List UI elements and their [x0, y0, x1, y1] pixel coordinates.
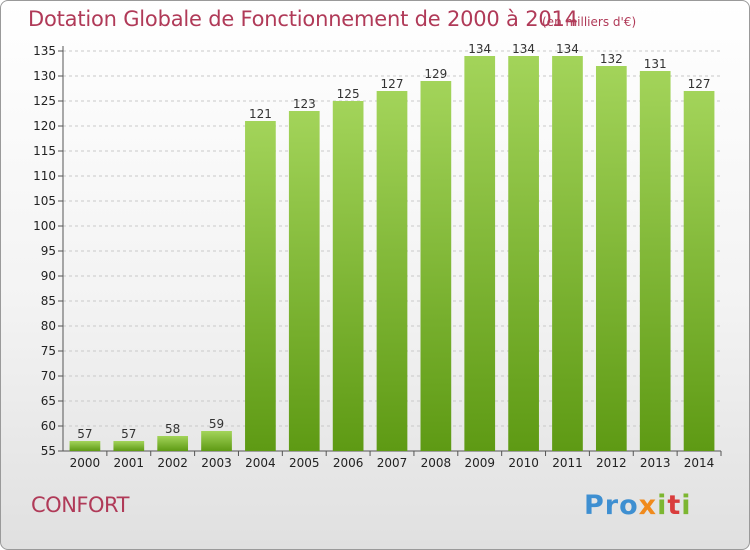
x-tick-label: 2012	[596, 456, 627, 470]
x-tick-label: 2002	[157, 456, 188, 470]
x-axis-ticks: 2000 2001 2002 2003 2004 2005 2006 2007 2008 2009…	[70, 451, 722, 470]
data-label: 127	[381, 77, 404, 91]
logo-part: i	[657, 490, 668, 521]
x-tick-label: 2005	[289, 456, 320, 470]
units-label: (en milliers d'€)	[542, 15, 637, 29]
bar	[508, 56, 539, 451]
x-tick-label: 2003	[201, 456, 232, 470]
y-tick-label: 115	[33, 144, 56, 158]
bar	[157, 436, 189, 451]
x-tick-label: 2000	[70, 456, 101, 470]
bars	[69, 56, 715, 451]
bar	[464, 56, 496, 451]
data-label: 129	[424, 67, 447, 81]
y-tick-label: 90	[41, 269, 56, 283]
y-tick-label: 105	[33, 194, 56, 208]
y-tick-label: 65	[41, 394, 56, 408]
y-tick-label: 125	[33, 94, 56, 108]
logo-part: t	[667, 490, 682, 521]
x-tick-label: 2008	[421, 456, 452, 470]
bar	[683, 91, 715, 451]
y-tick-label: 80	[41, 319, 56, 333]
x-tick-label: 2011	[552, 456, 583, 470]
logo-part: i	[681, 490, 692, 521]
bar	[595, 66, 627, 451]
data-label: 59	[209, 417, 224, 431]
x-tick-label: 2001	[114, 456, 145, 470]
data-label: 123	[293, 97, 316, 111]
logo-part: x	[638, 490, 658, 521]
bar	[639, 71, 671, 451]
y-tick-label: 110	[33, 169, 56, 183]
data-label: 134	[512, 42, 535, 56]
proxiti-logo: Proxiti	[584, 490, 692, 521]
bar	[245, 121, 276, 451]
y-axis-ticks: 55 60 65 70 75 80 85 90 95 100 105 110 115 120 125 130 1…	[33, 44, 63, 458]
bar	[552, 56, 583, 451]
bar	[420, 81, 452, 451]
y-tick-label: 100	[33, 219, 56, 233]
y-tick-label: 135	[33, 44, 56, 58]
x-tick-label: 2007	[377, 456, 408, 470]
logo-part: Pro	[584, 490, 639, 521]
y-tick-label: 70	[41, 369, 56, 383]
data-label: 134	[556, 42, 579, 56]
y-tick-label: 85	[41, 294, 56, 308]
bar	[69, 441, 101, 451]
data-label: 127	[688, 77, 711, 91]
data-label: 131	[644, 57, 667, 71]
y-tick-label: 130	[33, 69, 56, 83]
x-tick-label: 2010	[508, 456, 539, 470]
x-tick-label: 2014	[684, 456, 715, 470]
bar	[113, 441, 145, 451]
data-label: 57	[121, 427, 136, 441]
data-label: 132	[600, 52, 623, 66]
data-label: 57	[77, 427, 92, 441]
data-label: 134	[468, 42, 491, 56]
y-tick-label: 75	[41, 344, 56, 358]
x-tick-label: 2006	[333, 456, 364, 470]
y-tick-label: 55	[41, 444, 56, 458]
data-label: 121	[249, 107, 272, 121]
x-tick-label: 2004	[245, 456, 276, 470]
bar	[376, 91, 408, 451]
y-tick-label: 60	[41, 419, 56, 433]
bar	[201, 431, 232, 451]
data-label: 58	[165, 422, 180, 436]
commune-name: CONFORT	[31, 493, 129, 517]
bar	[288, 111, 320, 451]
x-tick-label: 2013	[640, 456, 671, 470]
y-tick-label: 95	[41, 244, 56, 258]
x-tick-label: 2009	[464, 456, 495, 470]
chart-title: Dotation Globale de Fonctionnement de 20…	[28, 7, 578, 31]
data-labels: 57 57 58 59 121 123 125 127 129 134 134 134 132 131 12…	[77, 42, 710, 441]
data-label: 125	[337, 87, 360, 101]
y-tick-label: 120	[33, 119, 56, 133]
bar	[332, 101, 364, 451]
